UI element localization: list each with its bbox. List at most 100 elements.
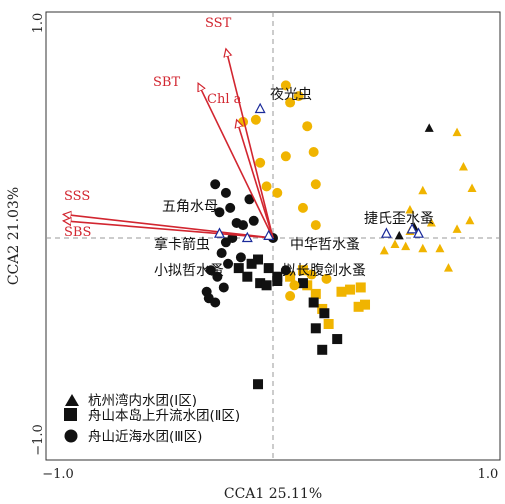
- species-label-noctiluca: 夜光虫: [270, 87, 312, 103]
- point-circle-s4-7: [280, 151, 291, 162]
- point-circle-s5-6: [225, 202, 236, 213]
- species-marker-1: [214, 227, 225, 238]
- point-circle-s4-12: [297, 202, 308, 213]
- x-tick-min: −1.0: [42, 467, 74, 482]
- legend-label-zone2: 舟山本岛上升流水团(Ⅱ区): [88, 408, 240, 424]
- point-circle-s5-0: [210, 179, 221, 190]
- point-triangle-s0-14: [401, 241, 411, 251]
- point-circle-s5-20: [280, 265, 291, 276]
- legend: 杭州湾内水团(Ⅰ区) 舟山本岛上升流水团(Ⅱ区) 舟山近海水团(Ⅲ区): [64, 392, 240, 445]
- env-label-sbt: SBT: [153, 75, 180, 90]
- env-vector-sst: [226, 49, 274, 239]
- point-square-s3-13: [332, 334, 343, 345]
- point-circle-s4-13: [310, 220, 321, 231]
- y-tick-max: 1.0: [31, 13, 46, 34]
- point-square-s3-3: [242, 271, 253, 282]
- point-square-s2-10: [323, 319, 334, 329]
- point-circle-s5-15: [218, 282, 229, 293]
- point-square-s3-4: [233, 263, 244, 274]
- species-label-sagitta: 拿卡箭虫: [154, 236, 210, 253]
- y-tick-min: −1.0: [31, 424, 46, 456]
- point-triangle-s0-1: [458, 162, 468, 171]
- species-marker-6: [413, 227, 425, 238]
- species-marker-0: [254, 102, 266, 114]
- point-triangle-s0-2: [467, 183, 477, 193]
- species-label-tortanus: 捷氏歪水蚤: [364, 211, 434, 227]
- env-label-chl: Chl a: [207, 92, 242, 107]
- point-circle-s4-6: [308, 147, 319, 157]
- point-triangle-s0-10: [390, 239, 400, 248]
- point-circle-s5-4: [231, 217, 242, 228]
- point-triangle-s0-12: [405, 205, 415, 214]
- species-marker-2: [241, 231, 253, 243]
- point-square-s3-15: [272, 271, 283, 282]
- point-circle-s5-2: [248, 215, 259, 226]
- point-square-s2-7: [285, 271, 296, 282]
- point-triangle-s1-1: [394, 230, 404, 240]
- point-square-s3-9: [253, 379, 264, 390]
- point-triangle-s0-0: [452, 127, 462, 137]
- environment-vectors: [63, 49, 274, 239]
- point-circle-s5-13: [205, 265, 216, 276]
- point-triangle-s0-13: [426, 217, 436, 227]
- point-circle-s4-8: [310, 179, 321, 190]
- point-circle-s4-11: [272, 187, 283, 198]
- point-circle-s5-9: [216, 248, 227, 259]
- point-square-s2-3: [353, 301, 364, 312]
- legend-label-zone1: 杭州湾内水团(Ⅰ区): [88, 392, 197, 409]
- legend-circle-icon: [64, 429, 78, 443]
- point-circle-s4-5: [302, 121, 313, 132]
- env-label-sss: SSS: [64, 189, 90, 204]
- env-label-sst: SST: [205, 16, 232, 31]
- point-circle-s4-1: [293, 91, 304, 102]
- point-triangle-s0-4: [452, 224, 462, 233]
- legend-triangle-icon: [65, 394, 79, 406]
- point-square-s3-10: [308, 297, 319, 308]
- y-axis-title: CCA2 21.03%: [6, 187, 22, 285]
- env-vector-sbt: [198, 83, 274, 239]
- point-square-s2-8: [310, 288, 321, 299]
- point-square-s3-12: [310, 323, 321, 334]
- point-circle-s4-0: [280, 80, 291, 91]
- point-circle-s5-1: [220, 187, 231, 198]
- x-axis-title: CCA1 25.11%: [224, 486, 322, 502]
- point-circle-s5-7: [244, 194, 255, 205]
- point-circle-s5-17: [210, 297, 221, 308]
- x-tick-max: 1.0: [478, 467, 499, 482]
- env-label-sbs: SBS: [64, 225, 91, 240]
- point-circle-s5-11: [235, 252, 246, 263]
- point-square-s3-8: [261, 280, 272, 291]
- point-circle-s4-15: [321, 273, 332, 284]
- point-triangle-s0-11: [379, 245, 389, 255]
- point-triangle-s0-8: [435, 243, 445, 253]
- env-vector-chl-a: [237, 120, 274, 239]
- point-triangle-s0-5: [465, 215, 475, 225]
- point-circle-s4-2: [285, 97, 296, 108]
- point-circle-s4-16: [289, 280, 300, 291]
- point-triangle-s0-7: [418, 243, 428, 253]
- point-circle-s4-10: [261, 181, 272, 192]
- species-label-calanus: 中华哲水蚤: [290, 237, 360, 253]
- point-circle-s4-3: [250, 114, 261, 125]
- legend-square-icon: [64, 408, 77, 421]
- point-square-s3-5: [255, 278, 266, 289]
- species-marker-5: [406, 223, 418, 234]
- species-label-paracalanus: 小拟哲水蚤: [154, 263, 224, 279]
- species-labels: 夜光虫 五角水母 拿卡箭虫 小拟哲水蚤 中华哲水蚤 拟长腹剑水蚤 捷氏歪水蚤: [154, 87, 434, 279]
- point-triangle-s0-9: [443, 263, 453, 272]
- point-circle-s4-9: [255, 157, 266, 168]
- env-vector-sbs: [63, 221, 274, 239]
- species-label-diphyes: 五角水母: [162, 199, 218, 215]
- point-triangle-s1-0: [424, 123, 434, 132]
- point-square-s2-1: [345, 284, 356, 295]
- point-square-s3-0: [263, 263, 274, 274]
- point-circle-s4-14: [306, 269, 317, 280]
- point-square-s2-4: [360, 299, 371, 310]
- species-markers: [214, 102, 425, 243]
- point-circle-s5-5: [214, 207, 225, 218]
- point-square-s3-6: [297, 278, 308, 289]
- env-vector-sss: [63, 214, 274, 239]
- point-triangle-s0-3: [418, 185, 428, 195]
- point-square-s3-2: [246, 258, 257, 269]
